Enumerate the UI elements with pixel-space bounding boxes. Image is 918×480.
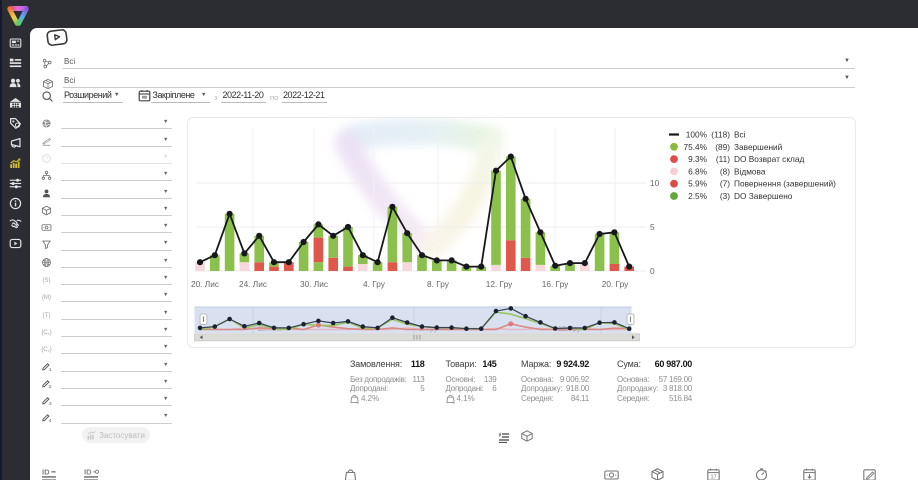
svg-text:Завершений: Завершений — [734, 142, 783, 152]
svg-text:24. Лис: 24. Лис — [239, 279, 267, 289]
svg-text:?: ? — [45, 156, 48, 162]
svg-text:2: 2 — [49, 384, 52, 389]
svg-text:(89): (89) — [715, 142, 730, 152]
svg-text:12. Гру: 12. Гру — [486, 279, 513, 289]
svg-text:DO Завершено: DO Завершено — [734, 191, 793, 201]
svg-text:(118): (118) — [711, 130, 730, 140]
svg-text:20. Лис: 20. Лис — [191, 279, 219, 289]
svg-text:2.5%: 2.5% — [688, 191, 708, 201]
svg-text:DO Возврат склад: DO Возврат склад — [734, 154, 804, 164]
svg-text:(3): (3) — [720, 191, 730, 201]
svg-text:3: 3 — [49, 401, 52, 406]
svg-text:x: x — [452, 400, 454, 404]
svg-text:30. Лис: 30. Лис — [300, 279, 328, 289]
svg-text:{M}: {M} — [42, 294, 51, 301]
svg-text:75.4%: 75.4% — [683, 142, 707, 152]
svg-text:{S}: {S} — [42, 277, 50, 284]
svg-text:{T}: {T} — [43, 312, 51, 319]
svg-text:ID: ID — [42, 468, 50, 477]
svg-text:{C2}: {C2} — [41, 346, 52, 353]
svg-text:20. Гру: 20. Гру — [602, 279, 629, 289]
svg-text:100%: 100% — [686, 130, 708, 140]
svg-text:(8): (8) — [720, 166, 730, 176]
svg-text:17: 17 — [710, 474, 716, 480]
svg-text:Всі: Всі — [734, 130, 746, 140]
svg-text:6.8%: 6.8% — [688, 166, 708, 176]
svg-text:9.3%: 9.3% — [688, 154, 708, 164]
svg-text:4: 4 — [49, 418, 52, 423]
svg-text:4. Гру: 4. Гру — [363, 279, 386, 289]
svg-text:8. Гру: 8. Гру — [427, 279, 450, 289]
svg-text:(11): (11) — [716, 154, 730, 164]
svg-text:16. Гру: 16. Гру — [542, 279, 569, 289]
svg-text:x: x — [357, 400, 359, 404]
svg-text:(7): (7) — [720, 179, 730, 189]
svg-text:10: 10 — [650, 178, 660, 188]
svg-text:ID: ID — [84, 468, 92, 477]
svg-text:{C1}: {C1} — [41, 329, 52, 336]
svg-text:Повернення (завершений): Повернення (завершений) — [734, 179, 836, 189]
svg-text:1: 1 — [49, 366, 52, 371]
svg-text:0: 0 — [650, 266, 655, 276]
svg-text:Відмова: Відмова — [734, 166, 766, 176]
svg-text:5.9%: 5.9% — [688, 179, 708, 189]
svg-text:5: 5 — [650, 222, 655, 232]
